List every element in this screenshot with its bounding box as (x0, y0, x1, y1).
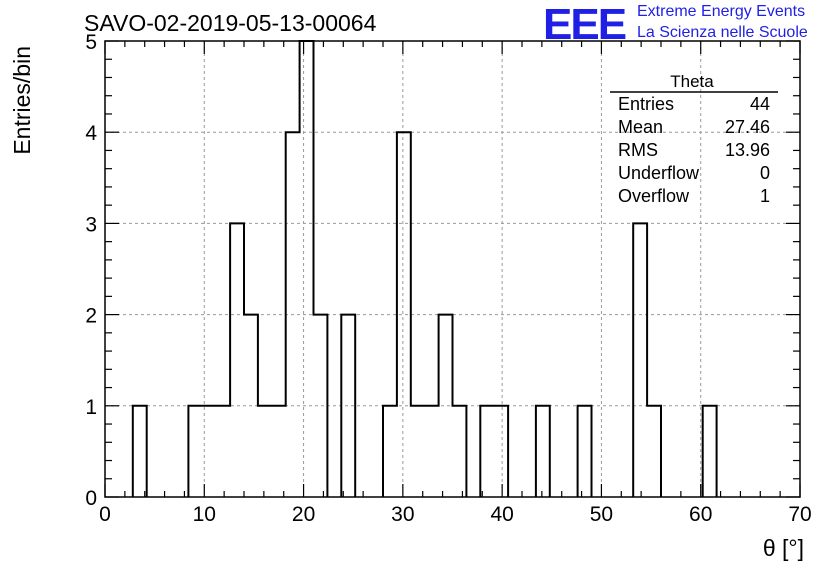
histogram-bin (383, 406, 397, 497)
histogram-bin (230, 223, 244, 497)
histogram-bin (272, 406, 286, 497)
eee-logo-mark: EEE (543, 0, 627, 49)
histogram-bin (216, 406, 230, 497)
x-tick-label: 20 (292, 503, 315, 526)
histogram-bin (633, 223, 647, 497)
histogram-bin (314, 315, 328, 497)
stats-row-value: 27.46 (725, 117, 770, 137)
histogram-bin (258, 406, 272, 497)
stats-row-label: RMS (618, 140, 658, 160)
x-tick-label: 60 (689, 503, 712, 526)
stats-row-label: Underflow (618, 163, 700, 183)
x-tick-label: 30 (391, 503, 414, 526)
histogram-bin (202, 406, 216, 497)
histogram-bin (188, 406, 202, 497)
stats-row: Mean 27.46 (618, 117, 770, 137)
stats-row-value: 44 (750, 94, 770, 114)
histogram-outline (131, 40, 718, 497)
histogram-bin (647, 406, 661, 497)
histogram-bin (286, 132, 300, 497)
chart-title: SAVO-02-2019-05-13-00064 (84, 10, 377, 36)
x-tick-label: 50 (590, 503, 613, 526)
stats-row-label: Mean (618, 117, 663, 137)
y-tick-label: 5 (85, 31, 97, 54)
stats-row: Underflow 0 (618, 163, 770, 183)
y-tick-label: 4 (85, 122, 97, 145)
histogram-bin (578, 406, 592, 497)
histogram-bin (411, 406, 425, 497)
x-tick-label: 70 (788, 503, 811, 526)
histogram-bin (300, 41, 314, 497)
stats-row-label: Overflow (618, 186, 690, 206)
x-tick-label: 10 (193, 503, 216, 526)
y-tick-label: 1 (85, 396, 97, 419)
stats-row: Entries 44 (618, 94, 770, 114)
stats-row-value: 13.96 (725, 140, 770, 160)
histogram-bin (494, 406, 508, 497)
histogram-bin (453, 406, 467, 497)
histogram-bin (244, 315, 258, 497)
stats-box: Theta Entries 44 Mean 27.46 RMS 13.96 Underflo… (610, 72, 778, 206)
histogram-layer (131, 40, 718, 497)
histogram-bin (341, 315, 355, 497)
histogram-bin (425, 406, 439, 497)
histogram-bin (536, 406, 550, 497)
logo-line-1: Extreme Energy Events (637, 3, 806, 20)
x-axis-label: θ [°] (763, 535, 804, 561)
histogram-bin (133, 406, 147, 497)
stats-title: Theta (670, 72, 714, 91)
histogram-bin (439, 315, 453, 497)
stats-row: Overflow 1 (618, 186, 770, 206)
stats-row-label: Entries (618, 94, 674, 114)
axis-ticks (104, 40, 801, 498)
stats-row-value: 1 (760, 186, 770, 206)
histogram-bin (480, 406, 494, 497)
y-tick-label: 2 (85, 305, 97, 328)
x-tick-label: 0 (99, 503, 111, 526)
plot-frame (104, 40, 801, 498)
y-tick-label: 3 (85, 213, 97, 236)
histogram-bin (703, 406, 717, 497)
x-tick-label: 40 (490, 503, 513, 526)
y-tick-label: 0 (85, 487, 97, 510)
logo-line-2: La Scienza nelle Scuole (637, 24, 808, 41)
histogram-bin (397, 132, 411, 497)
y-axis-label: Entries/bin (9, 46, 35, 155)
stats-row: RMS 13.96 (618, 140, 770, 160)
stats-row-value: 0 (760, 163, 770, 183)
